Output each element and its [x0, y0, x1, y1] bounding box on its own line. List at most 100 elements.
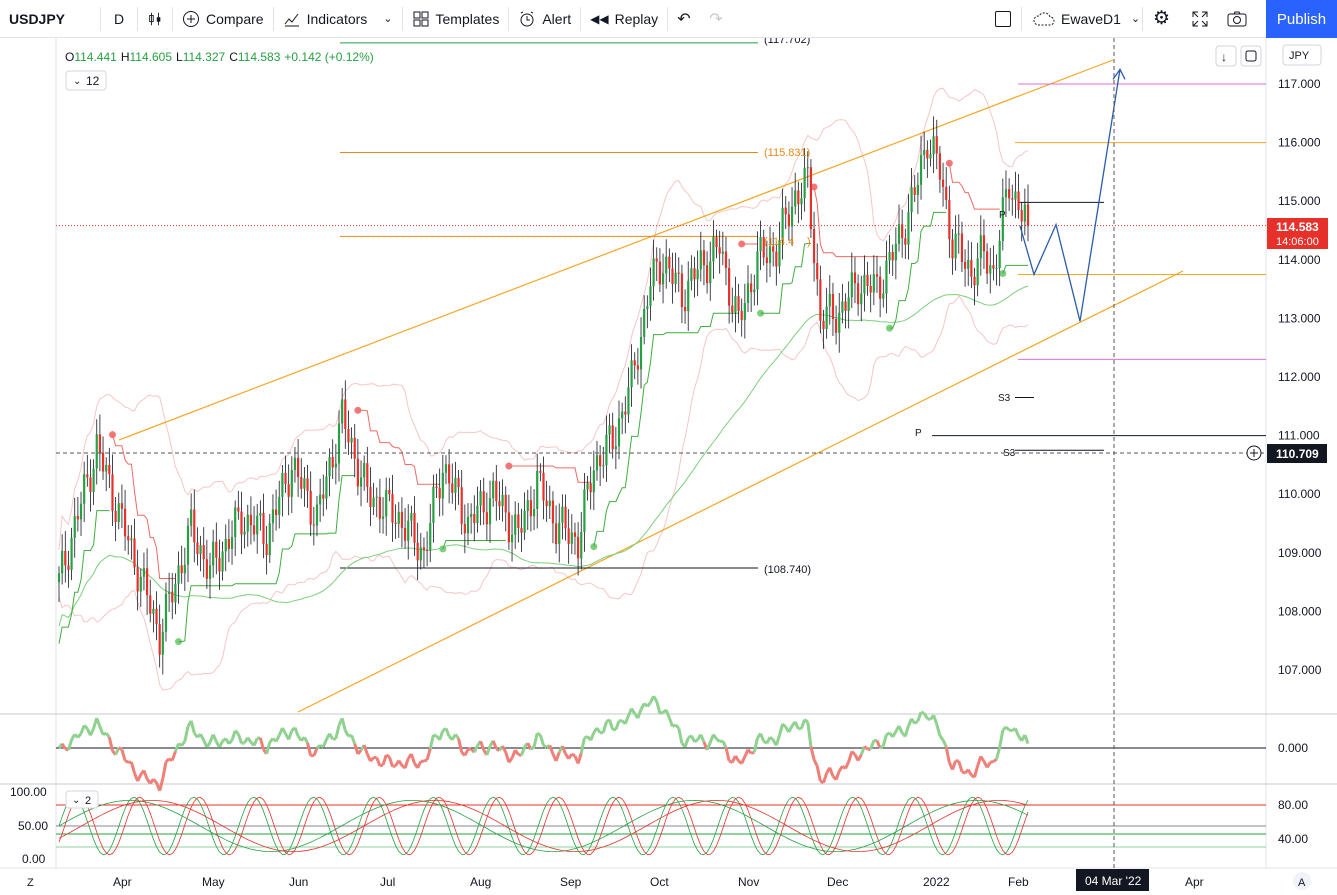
chart-canvas[interactable]: (117.702) (115.831) (114.4 ) (108.740) S… — [0, 38, 1337, 895]
chevron-down-icon[interactable]: ⌄ — [1130, 13, 1141, 25]
candle-body — [202, 545, 205, 560]
osc-segment — [104, 732, 111, 739]
wave-projection[interactable] — [1019, 68, 1126, 322]
settings-button[interactable]: ⚙ — [1144, 0, 1179, 38]
trend-channel[interactable] — [118, 59, 1184, 713]
candle-body — [265, 543, 268, 556]
elliott-wave-projection[interactable] — [1019, 69, 1121, 322]
candle-body — [775, 251, 778, 267]
chevron-down-icon[interactable]: ⌄ — [383, 13, 393, 25]
channel-lower-line[interactable] — [297, 270, 1184, 713]
candle-body — [287, 484, 290, 497]
osc-segment — [879, 744, 885, 750]
candle-body — [293, 457, 297, 471]
replay-label: Replay — [614, 10, 659, 27]
candle-body — [652, 258, 655, 287]
timezone-toggle[interactable]: Z — [27, 877, 34, 889]
candle-body — [932, 136, 935, 155]
alert-button[interactable]: Alert — [509, 0, 580, 38]
scroll-down-button[interactable]: ↓ — [1215, 45, 1237, 67]
currency-selector[interactable]: JPY — [1282, 44, 1322, 66]
osc-segment — [734, 755, 740, 762]
candle-body — [133, 538, 136, 568]
osc-segment — [844, 761, 851, 770]
candle-body — [712, 237, 715, 262]
candle-body — [319, 494, 322, 505]
crosshair-date-tag: 04 Mar '22 — [1076, 869, 1149, 891]
indicator-collapse-button[interactable]: ⌄ 12 — [65, 70, 107, 91]
candle-body — [715, 237, 718, 248]
osc-segment — [721, 740, 728, 749]
stoch-axis-100: 100.00 — [10, 785, 47, 799]
price-tick-label: 110.000 — [1278, 487, 1321, 501]
osc-segment — [850, 750, 857, 756]
candle-body — [281, 472, 284, 497]
osc-segment — [538, 734, 545, 746]
stoch-collapse-button[interactable]: ⌄ 2 — [65, 790, 99, 809]
candle-body — [331, 456, 334, 468]
time-tick-label: Jul — [380, 875, 395, 889]
indicators-button[interactable]: Indicators ⌄ — [274, 0, 402, 38]
time-tick-label: May — [202, 875, 225, 889]
time-tick-label: Apr — [113, 875, 132, 889]
replay-button[interactable]: ◀◀ Replay — [581, 0, 667, 38]
rewind-icon: ◀◀ — [590, 11, 609, 26]
candle-body — [986, 251, 989, 274]
candle-body — [416, 542, 419, 561]
osc-segment — [683, 737, 690, 748]
osc-segment — [712, 733, 718, 740]
candle-body — [636, 365, 639, 370]
layout-button[interactable]: EwaveD1 ⌄ — [1024, 0, 1149, 38]
level-label-mid-suffix: ) — [807, 236, 811, 248]
redo-button[interactable]: ↷ — [700, 0, 732, 38]
symbol-search-button[interactable]: USDJPY — [0, 0, 100, 38]
candle-body — [501, 494, 504, 507]
chart-style-button[interactable] — [138, 0, 172, 38]
osc-segment — [423, 758, 428, 763]
osc-segment — [589, 732, 596, 741]
channel-upper-line[interactable] — [118, 59, 1114, 441]
fullscreen-toggle-button[interactable] — [986, 0, 1020, 38]
auto-scale-toggle[interactable]: A — [1293, 872, 1311, 890]
indicators-label: Indicators — [306, 10, 368, 27]
candle-body — [589, 483, 592, 493]
fullscreen-button[interactable] — [1182, 0, 1218, 38]
candle-body — [605, 434, 608, 466]
candle-body — [514, 514, 517, 535]
supertrend-flip-dot — [108, 431, 116, 439]
osc-segment — [189, 720, 196, 734]
high-label: H — [121, 50, 130, 64]
candle-body — [907, 212, 910, 245]
price-tick-label: 112.000 — [1278, 370, 1321, 384]
candle-body — [268, 523, 271, 556]
candle-body — [963, 262, 967, 269]
divider — [100, 6, 101, 31]
candle-body — [114, 510, 117, 522]
osc-segment — [601, 721, 608, 734]
snapshot-button[interactable] — [1218, 0, 1256, 38]
osc-segment — [951, 760, 958, 771]
divider — [1021, 6, 1022, 31]
interval-button[interactable]: D — [101, 0, 137, 38]
templates-button[interactable]: Templates — [403, 0, 509, 38]
osc-segment — [809, 746, 816, 761]
candle-body — [183, 564, 186, 574]
supertrend-flip-dot — [757, 309, 765, 317]
compare-button[interactable]: Compare — [173, 0, 273, 38]
chart-background — [0, 38, 1337, 895]
osc-segment — [438, 730, 445, 741]
candle-body — [941, 179, 945, 187]
price-axis[interactable]: 117.000 116.000 115.000 114.000 113.000 112.0… — [1278, 77, 1322, 677]
candle-body — [787, 214, 790, 227]
osc-segment — [479, 740, 486, 751]
horizontal-levels[interactable] — [56, 42, 1266, 569]
candle-body — [130, 538, 133, 541]
undo-button[interactable]: ↶ — [668, 0, 700, 38]
publish-button[interactable]: Publish — [1266, 0, 1337, 38]
maximize-pane-button[interactable] — [1240, 45, 1262, 67]
candle-body — [850, 272, 853, 298]
candle-body — [825, 306, 828, 329]
candle-body — [473, 513, 476, 524]
time-axis[interactable]: Apr May Jun Jul Aug Sep Oct Nov Dec 2022 Feb Apr — [113, 875, 1204, 889]
supertrend-line — [178, 475, 355, 643]
